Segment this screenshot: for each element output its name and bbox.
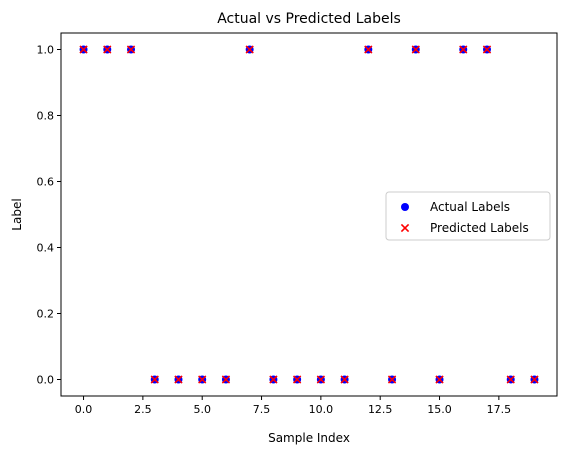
predicted-point <box>221 375 231 384</box>
predicted-point <box>150 375 159 384</box>
x-tick-label: 12.5 <box>368 403 393 416</box>
predicted-point <box>435 375 444 384</box>
legend: Actual Labels Predicted Labels <box>385 191 551 241</box>
data-marks <box>79 45 539 384</box>
x-tick-label: 15.0 <box>427 403 452 416</box>
y-tick-label: 0.8 <box>37 110 55 123</box>
x-tick-label: 17.5 <box>487 403 512 416</box>
y-tick-label: 0.0 <box>37 374 55 387</box>
chart-title: Actual vs Predicted Labels <box>217 11 401 27</box>
predicted-point <box>411 45 420 54</box>
x-tick-label: 0.0 <box>75 403 93 416</box>
legend-box <box>385 191 551 241</box>
x-tick-label: 2.5 <box>134 403 152 416</box>
x-axis-label: Sample Index <box>268 431 350 445</box>
predicted-point <box>316 375 326 384</box>
predicted-point <box>245 45 254 54</box>
predicted-point <box>506 375 515 384</box>
plot-frame <box>60 32 558 397</box>
predicted-point <box>174 375 183 384</box>
legend-label-actual: Actual Labels <box>430 200 510 214</box>
predicted-point <box>126 45 136 54</box>
axes: 0.0 2.5 5.0 7.5 10.0 12.5 15.0 17.5 0.0 0.2 0.4 0.6… <box>37 44 512 417</box>
predicted-point <box>530 375 539 384</box>
predicted-point <box>198 375 207 384</box>
predicted-point <box>340 375 349 384</box>
predicted-point <box>79 45 88 54</box>
y-tick-label: 0.4 <box>37 242 55 255</box>
predicted-point <box>459 45 468 54</box>
predicted-point <box>482 45 492 54</box>
x-tick-label: 7.5 <box>253 403 271 416</box>
predicted-point <box>364 45 373 54</box>
x-tick-label: 10.0 <box>309 403 334 416</box>
legend-marker-actual <box>401 203 409 211</box>
x-tick-label: 5.0 <box>193 403 211 416</box>
predicted-point <box>292 375 302 384</box>
predicted-point <box>103 45 112 54</box>
predicted-point <box>387 375 397 384</box>
y-tick-label: 1.0 <box>37 44 55 57</box>
legend-marker-predicted <box>400 223 410 233</box>
legend-label-predicted: Predicted Labels <box>430 221 529 235</box>
y-tick-label: 0.6 <box>37 176 55 189</box>
predicted-point <box>269 375 278 384</box>
y-tick-label: 0.2 <box>37 308 55 321</box>
y-axis-label: Label <box>10 198 24 230</box>
